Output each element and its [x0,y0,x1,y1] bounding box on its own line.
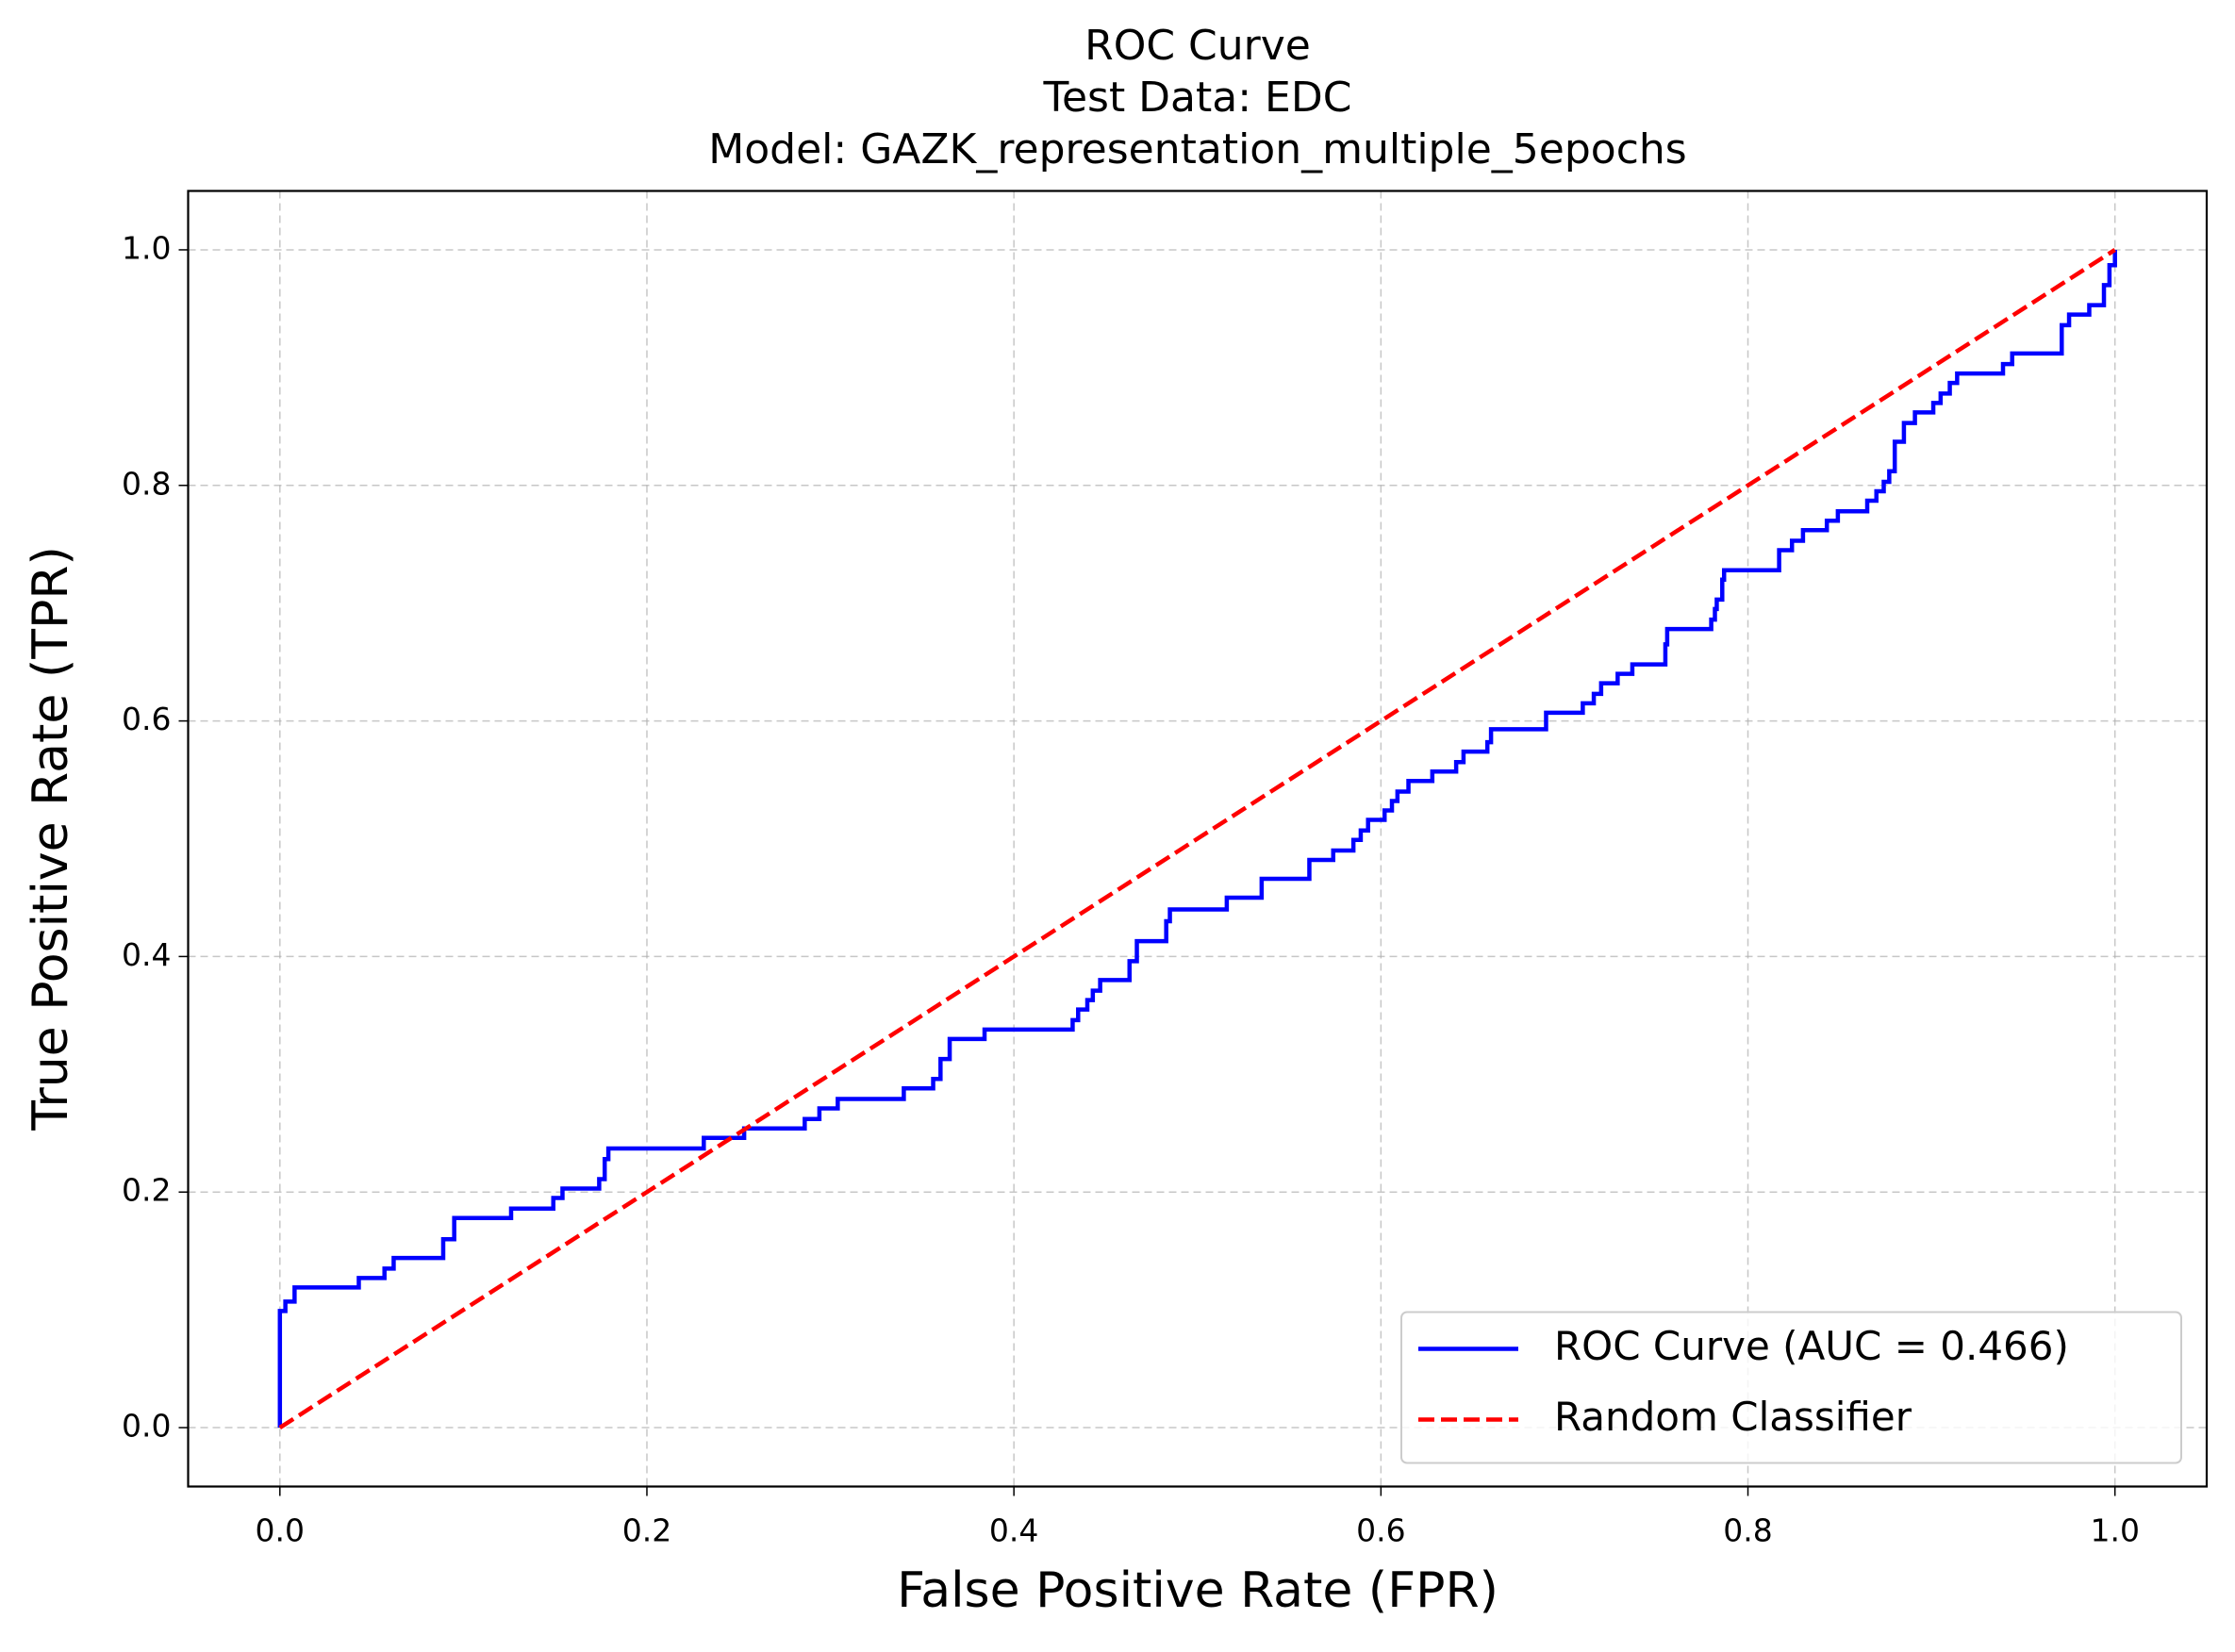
plot-frame [187,190,2209,1488]
x-tick-label: 0.0 [256,1512,305,1549]
y-axis-label: True Positive Rate (TPR) [23,546,79,1132]
x-tick-label: 0.6 [1356,1512,1405,1549]
y-tick-label: 0.2 [122,1172,171,1209]
y-tick-label: 0.4 [122,936,171,973]
legend-label: Random Classifier [1554,1394,1912,1440]
chart-title: ROC Curve [1084,22,1311,70]
x-tick-label: 0.2 [622,1512,671,1549]
chart-title: Model: GAZK_representation_multiple_5epo… [708,125,1686,173]
chart-title: Test Data: EDC [1043,74,1352,122]
y-tick-label: 0.0 [122,1408,171,1445]
grid [188,190,2207,1487]
legend-label: ROC Curve (AUC = 0.466) [1554,1323,2069,1369]
series-line [278,248,2116,1429]
ticks: 0.0 0.2 0.4 0.6 0.8 1.0 0.0 0.2 0.4 0.6 0.8 1.0 [122,229,2140,1548]
series-line [277,249,2117,1429]
y-tick-label: 1.0 [122,229,171,266]
y-tick-label: 0.6 [122,701,171,737]
x-axis-label: False Positive Rate (FPR) [897,1562,1498,1619]
legend: ROC Curve (AUC = 0.466) Random Classifier [1400,1311,2182,1464]
legend-box [1400,1311,2182,1464]
x-tick-label: 1.0 [2090,1512,2139,1549]
x-tick-label: 0.4 [989,1512,1038,1549]
plot-lines [277,248,2117,1429]
y-tick-label: 0.8 [122,465,171,502]
x-tick-label: 0.8 [1723,1512,1772,1549]
